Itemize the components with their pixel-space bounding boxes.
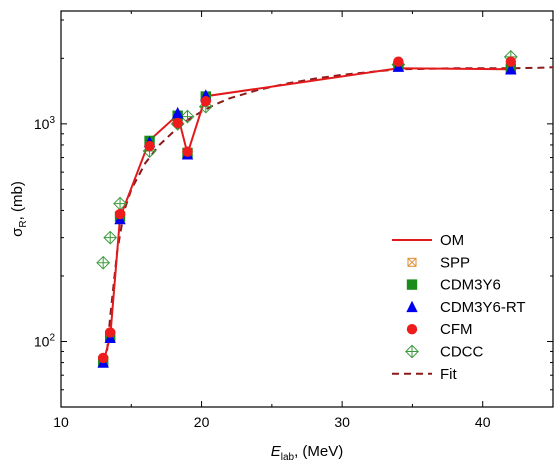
cdcc-point [103, 230, 118, 245]
legend-swatch [406, 324, 418, 335]
legend-swatch [405, 344, 419, 359]
plot-frame [60, 10, 554, 408]
legend-item-fit: Fit [392, 366, 457, 383]
cfm-point [393, 56, 404, 67]
cdcc-point-cross [104, 231, 117, 244]
legend: OM SPP CDM3Y6 CDM3Y6-RT CFM CDCC Fit [392, 232, 526, 383]
legend-label: SPP [440, 254, 470, 271]
cfm-point [505, 56, 517, 67]
legend-label: CDM3Y6-RT [440, 299, 526, 316]
series-om-line [102, 67, 511, 363]
legend-item-cdcc: CDCC [405, 344, 483, 361]
y-tick-label: 102 [34, 332, 56, 349]
legend-label: Fit [440, 366, 457, 383]
x-axis-title-rest: , (MeV) [294, 443, 343, 460]
legend-swatch [407, 257, 417, 267]
cfm-point [182, 146, 193, 157]
legend-label: CDM3Y6 [440, 277, 501, 294]
y-tick-label-exp: 2 [49, 332, 55, 343]
series-cfm [97, 56, 517, 364]
y-tick-label-base: 10 [34, 116, 50, 132]
y-tick-label-base: 10 [34, 333, 50, 349]
x-axis-title-sub: lab [281, 452, 295, 463]
legend-item-cdm3y6: CDM3Y6 [406, 277, 501, 294]
cfm-point [144, 140, 155, 152]
legend-item-cfm: CFM [406, 321, 473, 338]
legend-label: CDCC [440, 344, 483, 361]
cfm-point [200, 96, 211, 107]
cdcc-point [180, 109, 195, 124]
cfm-point [105, 327, 116, 338]
y-axis-title-sub: R [18, 220, 29, 227]
cdcc-point-cross [96, 256, 110, 269]
legend-swatch [406, 300, 418, 313]
x-tick-label: 40 [475, 414, 491, 430]
legend-item-om: OM [392, 232, 464, 249]
y-axis-title-main: σ [9, 227, 26, 237]
legend-swatch-cross [407, 257, 417, 267]
y-axis-title-rest: , (mb) [9, 181, 26, 220]
x-tick-label: 10 [53, 414, 69, 430]
cdm3y6-rt-point [171, 106, 184, 119]
series-layer [96, 50, 554, 368]
y-tick-label: 103 [34, 115, 56, 132]
y-tick-label-exp: 3 [49, 115, 55, 126]
cfm-point [97, 352, 109, 364]
cfm-point [114, 208, 126, 220]
cfm-point [172, 117, 183, 129]
legend-swatch-box [407, 257, 417, 267]
x-axis-title: Elab, (MeV) [271, 443, 344, 463]
cdcc-point [96, 255, 111, 270]
legend-label: OM [440, 232, 464, 249]
x-axis-title-main: E [271, 443, 282, 460]
legend-label: CFM [440, 321, 473, 338]
cdm3y6-rt-point [505, 63, 517, 75]
legend-swatch-cross [405, 345, 419, 358]
cdcc-point-cross [113, 197, 127, 210]
x-tick-label: 20 [194, 414, 210, 430]
legend-swatch [406, 279, 418, 290]
legend-item-spp: SPP [407, 254, 470, 271]
y-axis-title: σR, (mb) [9, 181, 29, 237]
legend-item-cdm3y6-rt: CDM3Y6-RT [406, 299, 526, 316]
series-spp [98, 61, 516, 365]
x-tick-label: 30 [334, 414, 350, 430]
series-om [102, 67, 511, 363]
cdcc-point-cross [181, 110, 194, 123]
